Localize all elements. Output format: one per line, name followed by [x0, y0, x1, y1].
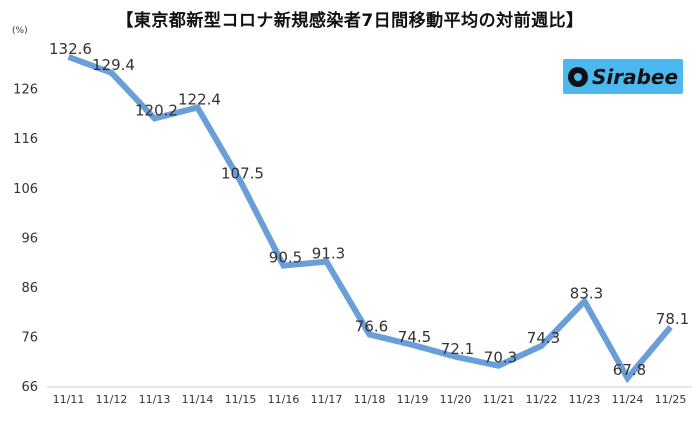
x-tick-label: 11/20	[440, 393, 472, 406]
x-tick-label: 11/14	[182, 393, 214, 406]
y-tick-label: 116	[13, 132, 38, 147]
series-line	[67, 54, 673, 384]
data-label: 122.4	[178, 90, 221, 108]
data-label: 91.3	[312, 245, 345, 263]
x-tick-label: 11/17	[311, 393, 343, 406]
data-label: 120.2	[135, 101, 178, 119]
data-label: 67.8	[613, 361, 646, 379]
x-tick-label: 11/12	[96, 393, 128, 406]
x-tick-label: 11/19	[397, 393, 429, 406]
data-label: 83.3	[570, 284, 603, 302]
y-tick-label: 76	[21, 330, 38, 345]
data-label: 74.3	[527, 329, 560, 347]
y-axis-unit: (%)	[12, 26, 28, 36]
data-label: 132.6	[49, 40, 92, 58]
x-tick-label: 11/16	[268, 393, 300, 406]
x-tick-label: 11/11	[53, 393, 85, 406]
x-tick-label: 11/22	[526, 393, 558, 406]
sirabee-logo: Sirabee	[563, 59, 683, 94]
y-tick-label: 96	[21, 231, 38, 246]
x-tick-label: 11/15	[225, 393, 257, 406]
data-label: 90.5	[269, 249, 302, 267]
x-tick-label: 11/13	[139, 393, 171, 406]
y-tick-label: 126	[13, 83, 38, 98]
x-tick-label: 11/25	[655, 393, 687, 406]
data-label: 78.1	[656, 310, 689, 328]
x-axis-ticks: 11/11 11/12 11/13 11/14 11/15 11/16 11/17 11/18…	[53, 393, 687, 406]
data-label: 70.3	[484, 349, 517, 367]
data-label: 74.5	[398, 328, 431, 346]
y-tick-label: 106	[13, 182, 38, 197]
y-axis-ticks: 66 76 86 96 106 116 126	[13, 83, 38, 395]
y-tick-label: 66	[21, 380, 38, 395]
data-label: 129.4	[92, 56, 135, 74]
x-tick-label: 11/21	[483, 393, 515, 406]
y-tick-label: 86	[21, 281, 38, 296]
logo-text: Sirabee	[591, 64, 679, 89]
data-label: 76.6	[355, 317, 388, 335]
data-label: 107.5	[221, 164, 264, 182]
sirabee-logo-icon	[567, 66, 588, 87]
chart-title: 【東京都新型コロナ新規感染者7日間移動平均の対前週比】	[116, 11, 584, 31]
x-tick-label: 11/23	[569, 393, 601, 406]
data-label: 72.1	[441, 340, 474, 358]
x-tick-label: 11/24	[612, 393, 644, 406]
x-tick-label: 11/18	[354, 393, 386, 406]
